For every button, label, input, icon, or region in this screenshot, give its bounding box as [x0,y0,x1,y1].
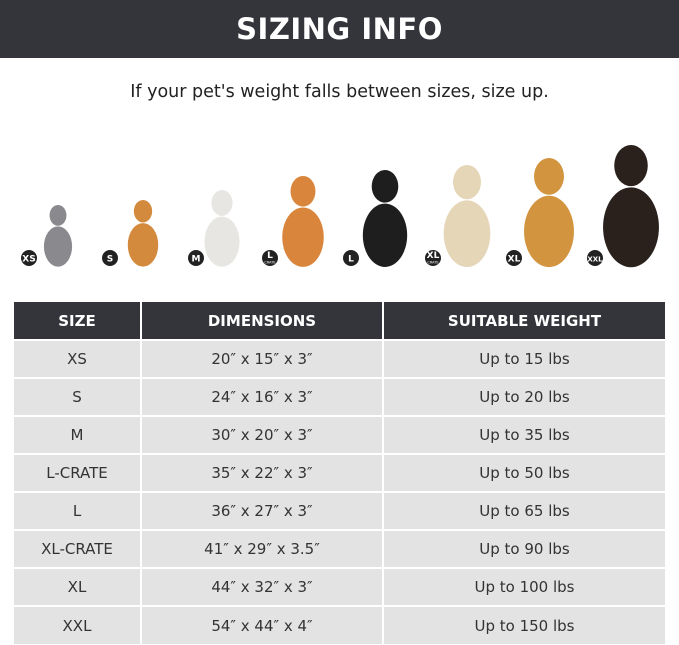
pet-body [204,216,240,267]
dimensions-cell: 20″ x 15″ x 3″ [141,339,384,378]
size-cell: XS [14,339,142,378]
pet-head [133,200,153,223]
dimensions-cell: 35″ x 22″ x 3″ [141,453,384,492]
svg-text:L: L [267,251,273,261]
pet-body [443,200,491,268]
weight-cell: Up to 65 lbs [383,491,665,530]
size-badge: S [102,250,118,266]
table-header-row: SIZE DIMENSIONS SUITABLE WEIGHT [14,302,665,340]
svg-text:XL: XL [508,255,521,265]
table-row: L 36″ x 27″ x 3″ Up to 65 lbs [14,491,665,530]
table-row: XL-CRATE 41″ x 29″ x 3.5″ Up to 90 lbs [14,529,665,568]
weight-cell: Up to 90 lbs [383,529,665,568]
svg-text:XS: XS [22,255,35,265]
pet-cat [43,205,73,267]
pet-pomeranian [127,200,159,267]
dimensions-cell: 54″ x 44″ x 4″ [141,605,384,644]
pet-head [211,190,233,216]
svg-text:XXL: XXL [587,256,603,264]
weight-cell: Up to 35 lbs [383,415,665,454]
weight-cell: Up to 20 lbs [383,377,665,416]
pet-head [49,205,67,226]
dimensions-cell: 30″ x 20″ x 3″ [141,415,384,454]
size-cell: XL [14,567,142,606]
weight-cell: Up to 50 lbs [383,453,665,492]
svg-text:CRATE: CRATE [264,261,275,265]
svg-text:CRATE: CRATE [427,261,438,265]
pet-border-collie [362,170,408,267]
table-row: M 30″ x 20″ x 3″ Up to 35 lbs [14,415,665,454]
weight-cell: Up to 100 lbs [383,567,665,606]
size-cell: L [14,491,142,530]
svg-text:XL: XL [427,251,440,261]
size-cell: XL-CRATE [14,529,142,568]
size-badge: XL [506,250,522,266]
pet-head [453,165,481,200]
page-title: SIZING INFO [236,12,443,46]
svg-text:L: L [348,255,354,265]
pet-french-bulldog [204,190,240,267]
dimensions-cell: 36″ x 27″ x 3″ [141,491,384,530]
table-row: XS 20″ x 15″ x 3″ Up to 15 lbs [14,339,665,378]
table-row: XL 44″ x 32″ x 3″ Up to 100 lbs [14,567,665,606]
pet-body [282,207,324,267]
weight-cell: Up to 150 lbs [383,605,665,644]
pet-head [614,145,648,187]
size-cell: XXL [14,605,142,644]
pet-body [524,195,574,268]
header-dimensions: DIMENSIONS [141,302,384,340]
size-badge: XXL [587,250,603,266]
subtitle: If your pet's weight falls between sizes… [130,82,549,102]
svg-text:M: M [192,255,201,265]
size-badge: XS [21,250,37,266]
size-cell: S [14,377,142,416]
pet-head [534,158,564,195]
dimensions-cell: 44″ x 32″ x 3″ [141,567,384,606]
table-row: S 24″ x 16″ x 3″ Up to 20 lbs [14,377,665,416]
pet-head [290,176,316,207]
size-cell: M [14,415,142,454]
dimensions-cell: 24″ x 16″ x 3″ [141,377,384,416]
dimensions-cell: 41″ x 29″ x 3.5″ [141,529,384,568]
weight-cell: Up to 15 lbs [383,339,665,378]
svg-text:S: S [107,255,113,265]
pet-body [127,223,159,267]
pet-shiba-inu [282,176,324,267]
size-badge: M [188,250,204,266]
pet-doberman [603,145,659,268]
pet-body [603,187,659,268]
pet-body [43,226,73,267]
pet-golden-retriever [524,158,574,268]
table-row: L-CRATE 35″ x 22″ x 3″ Up to 50 lbs [14,453,665,492]
header-banner: SIZING INFO [0,0,679,58]
pet-head [371,170,399,203]
header-weight: SUITABLE WEIGHT [383,302,665,340]
pet-body [362,203,408,267]
sizing-table: SIZE DIMENSIONS SUITABLE WEIGHT XS 20″ x … [14,302,665,644]
pet-labrador [443,165,491,268]
size-badge: L [343,250,359,266]
size-cell: L-CRATE [14,453,142,492]
table-row: XXL 54″ x 44″ x 4″ Up to 150 lbs [14,605,665,644]
header-size: SIZE [14,302,142,340]
